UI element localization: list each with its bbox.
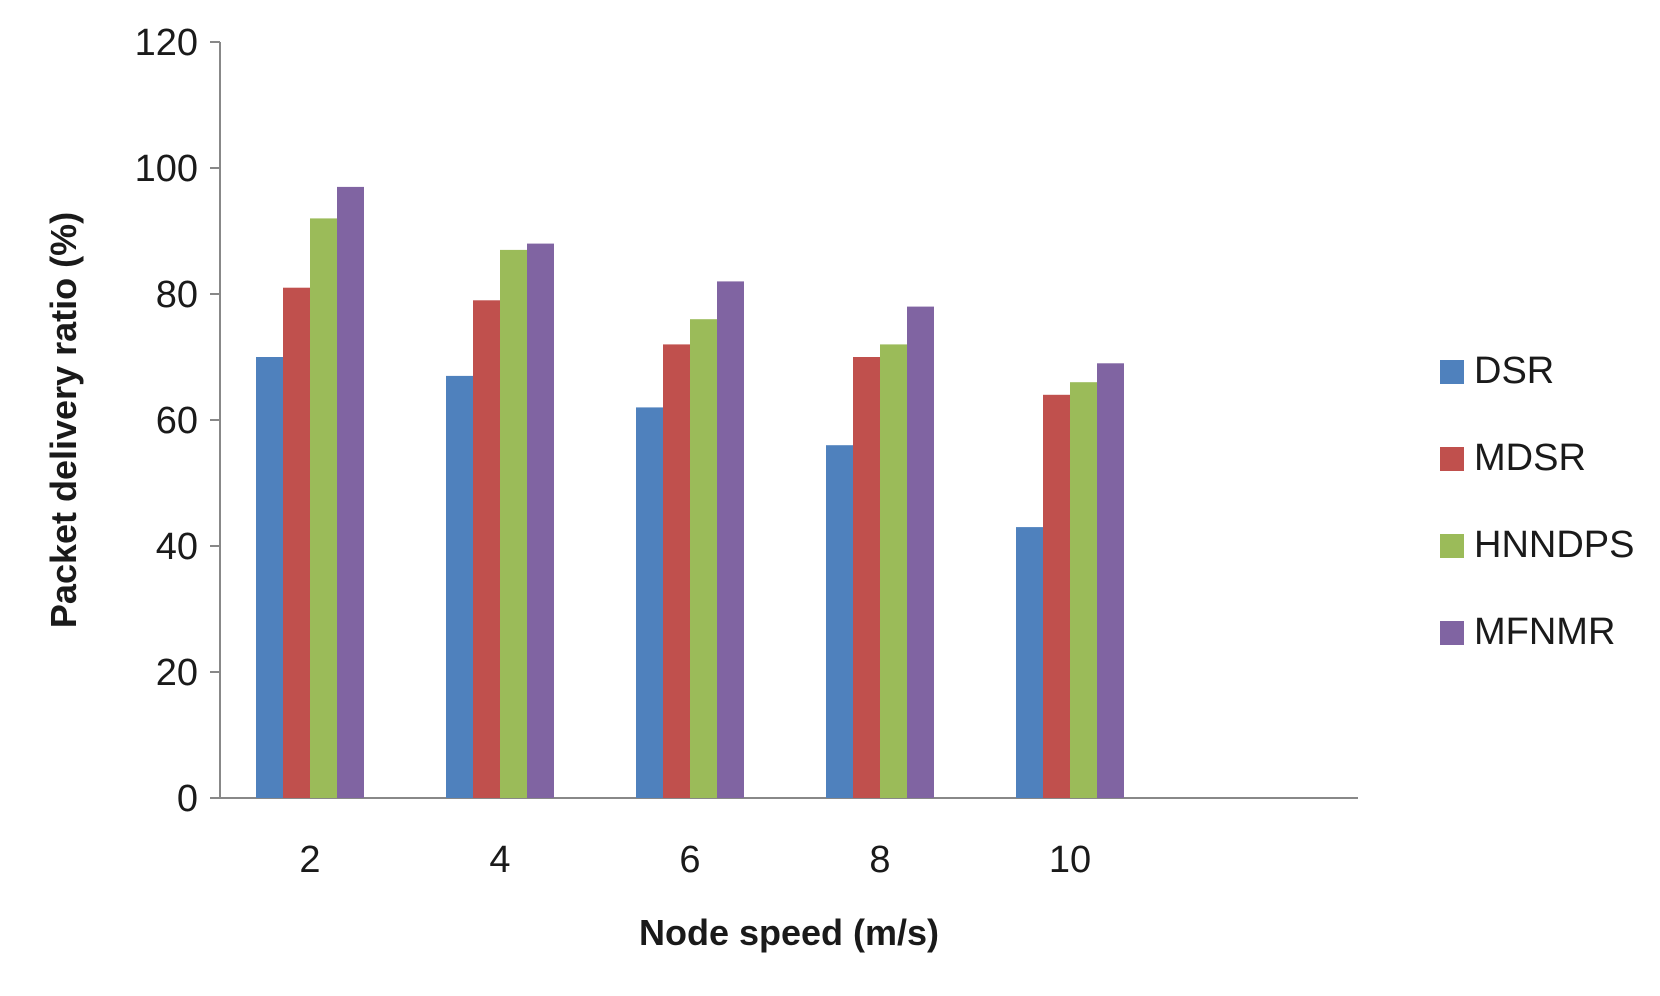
axes bbox=[219, 42, 1358, 799]
bar-dsr-2 bbox=[256, 357, 283, 798]
legend-label-dsr: DSR bbox=[1474, 350, 1554, 392]
x-tick-label: 8 bbox=[869, 839, 890, 881]
bar-mfnmr-2 bbox=[337, 186, 364, 798]
bar-hnndps-10 bbox=[1070, 382, 1097, 798]
y-tick-label: 60 bbox=[156, 400, 198, 442]
legend: DSR MDSR HNNDPS MFNMR bbox=[1440, 350, 1634, 653]
y-tick-label: 80 bbox=[156, 274, 198, 316]
bar-mfnmr-6 bbox=[717, 281, 744, 798]
x-tick-label: 10 bbox=[1049, 839, 1091, 881]
y-axis-title: Packet delivery ratio (%) bbox=[43, 212, 84, 628]
bar-mfnmr-4 bbox=[527, 243, 554, 799]
legend-swatch-dsr bbox=[1440, 360, 1464, 384]
bar-mdsr-10 bbox=[1043, 394, 1070, 798]
bar-hnndps-2 bbox=[310, 218, 337, 798]
bar-dsr-6 bbox=[636, 407, 663, 798]
bar-hnndps-8 bbox=[880, 344, 907, 798]
x-tick-label: 2 bbox=[299, 839, 320, 881]
x-axis-title: Node speed (m/s) bbox=[639, 912, 939, 953]
y-tick-label: 20 bbox=[156, 652, 198, 694]
bar-mfnmr-10 bbox=[1097, 363, 1124, 798]
legend-swatch-mfnmr bbox=[1440, 621, 1464, 645]
y-tick-label: 0 bbox=[177, 778, 198, 820]
legend-swatch-hnndps bbox=[1440, 534, 1464, 558]
bar-mdsr-8 bbox=[853, 357, 880, 798]
legend-label-hnndps: HNNDPS bbox=[1474, 524, 1634, 566]
bar-mfnmr-8 bbox=[907, 306, 934, 798]
bar-dsr-8 bbox=[826, 445, 853, 798]
legend-label-mdsr: MDSR bbox=[1474, 437, 1586, 479]
bar-mdsr-4 bbox=[473, 300, 500, 798]
y-tick-label: 120 bbox=[135, 22, 198, 64]
y-ticks: 0 20 40 60 80 100 120 bbox=[135, 22, 220, 820]
y-tick-label: 40 bbox=[156, 526, 198, 568]
bar-mdsr-2 bbox=[283, 287, 310, 798]
bar-hnndps-4 bbox=[500, 249, 527, 798]
x-ticks: 2 4 6 8 10 bbox=[299, 839, 1091, 881]
x-tick-label: 6 bbox=[679, 839, 700, 881]
bar-dsr-10 bbox=[1016, 527, 1043, 798]
x-tick-label: 4 bbox=[489, 839, 510, 881]
legend-swatch-mdsr bbox=[1440, 447, 1464, 471]
y-tick-label: 100 bbox=[135, 148, 198, 190]
bar-hnndps-6 bbox=[690, 319, 717, 798]
legend-label-mfnmr: MFNMR bbox=[1474, 611, 1615, 653]
bar-mdsr-6 bbox=[663, 344, 690, 798]
bar-dsr-4 bbox=[446, 375, 473, 798]
bars bbox=[256, 186, 1124, 799]
